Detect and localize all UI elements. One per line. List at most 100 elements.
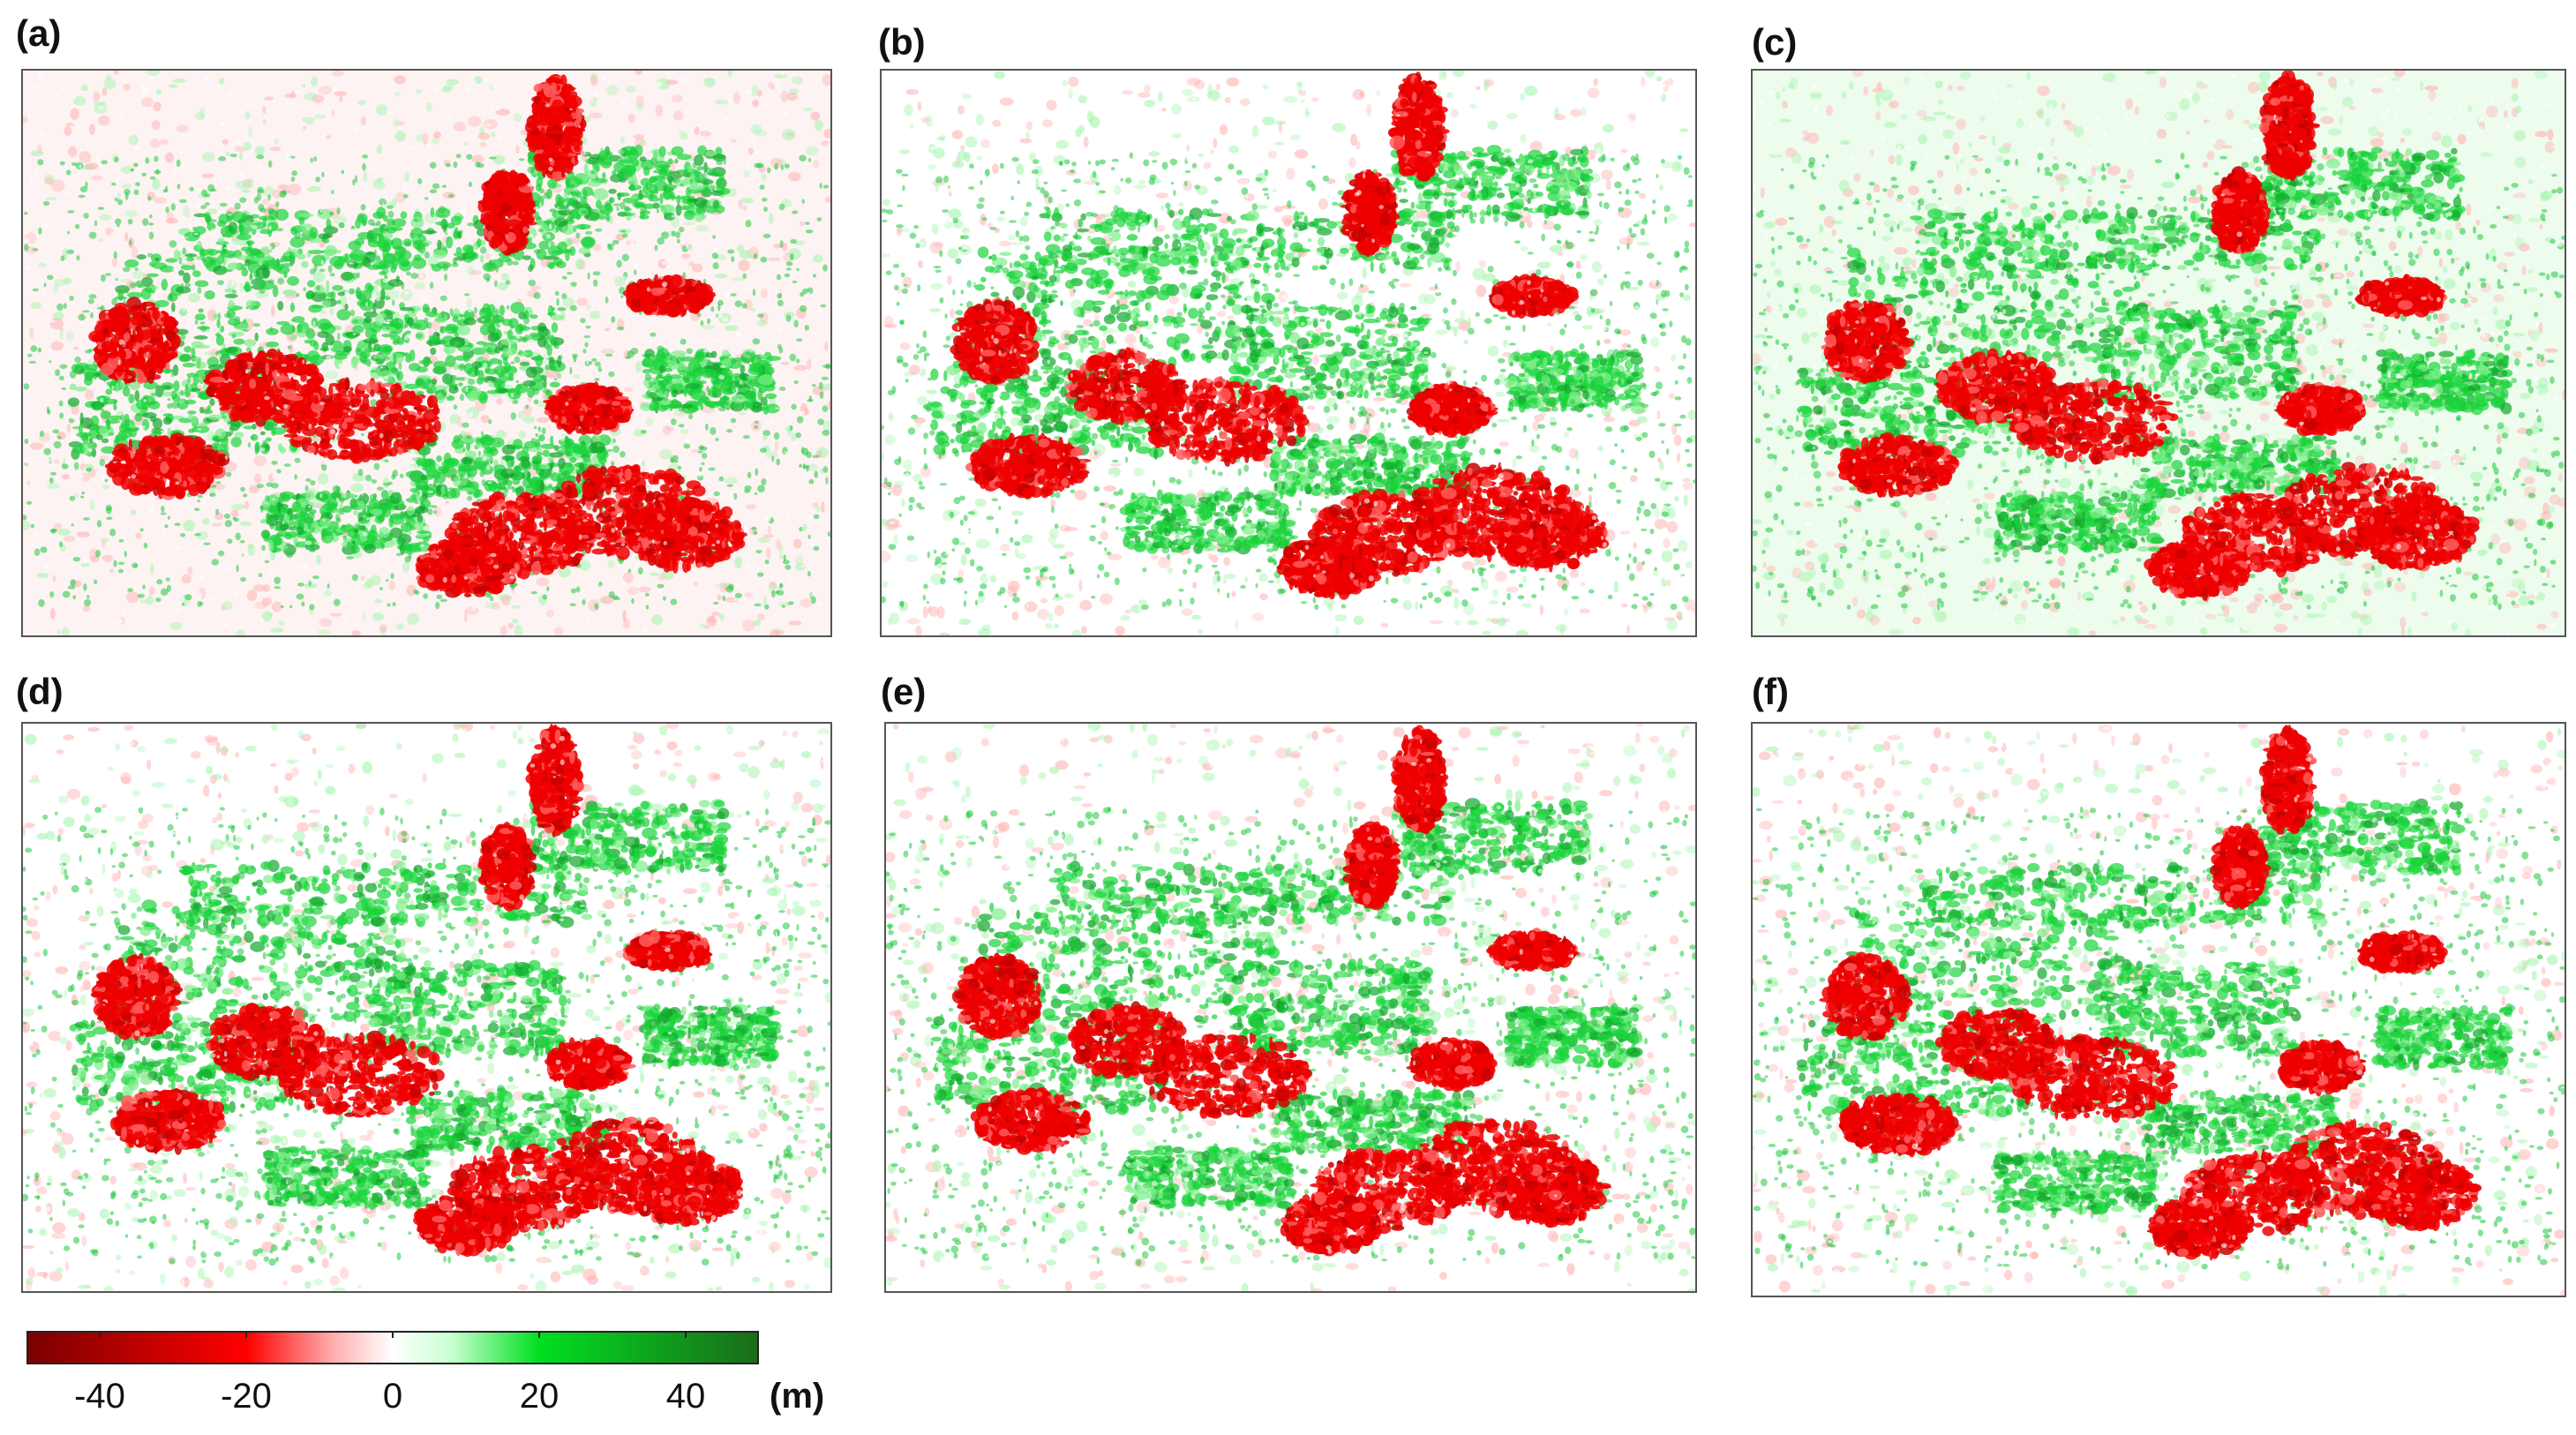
map-texture-speck: [540, 443, 557, 449]
map-texture-speck: [591, 215, 599, 222]
map-texture-speck: [497, 359, 503, 366]
map-texture-speck: [580, 224, 586, 230]
map-texture-speck: [400, 211, 408, 219]
map-texture-speck: [448, 193, 454, 199]
map-texture-speck: [695, 209, 705, 222]
map-texture-speck: [589, 361, 593, 365]
map-texture-speck: [459, 229, 463, 234]
map-texture-speck: [149, 214, 153, 219]
map-texture-speck: [423, 593, 429, 599]
map-texture-speck: [444, 273, 448, 282]
map-texture-speck: [599, 204, 613, 214]
map-texture-speck: [682, 376, 687, 380]
map-texture-speck: [518, 349, 523, 356]
map-texture-speck: [551, 322, 559, 334]
map-texture-speck: [522, 316, 530, 325]
map-texture-speck: [234, 432, 244, 439]
map-texture-speck: [806, 451, 812, 459]
map-texture-speck: [760, 256, 768, 263]
map-texture-speck: [785, 261, 793, 267]
map-texture-speck: [317, 319, 332, 331]
map-texture-speck: [725, 597, 739, 603]
map-texture-speck: [388, 252, 394, 261]
map-texture-speck: [244, 339, 257, 348]
map-texture-speck: [620, 451, 626, 458]
map-texture-speck: [743, 592, 754, 597]
map-texture-speck: [347, 541, 353, 549]
map-texture-speck: [821, 501, 825, 513]
map-texture-speck: [254, 290, 269, 299]
map-texture-speck: [801, 107, 814, 112]
map-texture-speck: [383, 296, 391, 301]
map-texture-speck: [465, 443, 471, 452]
map-texture-speck: [710, 306, 715, 312]
map-texture-speck: [705, 423, 709, 431]
map-texture-speck: [88, 547, 98, 560]
map-texture-speck: [546, 586, 550, 591]
map-texture-speck: [329, 307, 334, 316]
map-texture-speck: [340, 349, 346, 354]
map-texture-speck: [522, 404, 533, 417]
panel-label-c: (c): [1752, 21, 1797, 64]
map-texture-speck: [340, 271, 354, 281]
map-texture-speck: [86, 441, 97, 449]
map-texture-speck: [717, 594, 722, 601]
map-texture-speck: [135, 182, 140, 187]
map-texture-speck: [373, 284, 378, 291]
map-texture-speck: [529, 314, 538, 319]
map-texture-speck: [741, 620, 755, 632]
map-texture-speck: [148, 586, 155, 596]
map-texture-speck: [570, 282, 577, 287]
map-texture-speck: [314, 502, 323, 508]
map-texture-speck: [400, 306, 415, 312]
map-texture-speck: [365, 358, 372, 367]
map-texture-speck: [463, 141, 469, 147]
map-texture-speck: [415, 333, 423, 339]
map-texture-speck: [231, 289, 237, 294]
map-texture-speck: [773, 244, 782, 249]
map-texture-speck: [449, 413, 460, 425]
map-texture-speck: [267, 207, 274, 214]
map-texture-speck: [374, 357, 383, 365]
map-texture-speck: [69, 371, 77, 379]
map-texture-speck: [634, 269, 637, 275]
map-texture-speck: [580, 318, 586, 324]
map-texture-speck: [53, 440, 62, 449]
map-texture-speck: [575, 469, 582, 473]
map-texture-speck: [254, 146, 265, 156]
map-texture-speck: [317, 330, 329, 338]
map-texture-speck: [781, 605, 785, 608]
map-texture-speck: [387, 449, 393, 456]
map-texture-speck: [58, 400, 64, 407]
map-texture-speck: [264, 495, 270, 502]
map-texture-speck: [224, 520, 233, 528]
map-texture-speck: [124, 551, 127, 558]
map-texture-speck: [792, 538, 802, 549]
map-texture-speck: [316, 285, 321, 291]
map-texture-speck: [692, 406, 699, 411]
map-texture-speck: [609, 215, 613, 225]
map-texture-speck: [50, 179, 65, 192]
map-texture-speck: [171, 302, 176, 312]
map-texture-speck: [520, 324, 527, 330]
map-texture-speck: [458, 462, 468, 471]
map-texture-speck: [216, 319, 221, 328]
map-texture-speck: [677, 465, 682, 470]
map-texture-speck: [755, 468, 759, 477]
map-texture-speck: [777, 344, 782, 349]
map-texture-speck: [783, 554, 786, 562]
map-texture-speck: [84, 598, 92, 606]
map-texture-speck: [605, 214, 611, 221]
map-texture-speck: [704, 150, 717, 157]
map-texture-speck: [138, 284, 146, 289]
map-texture-speck: [356, 289, 359, 294]
map-texture-speck: [105, 504, 112, 512]
map-texture-speck: [239, 197, 247, 203]
map-texture-speck: [417, 427, 432, 435]
map-texture-speck: [805, 146, 819, 156]
map-texture-speck: [612, 169, 617, 177]
map-texture-speck: [344, 253, 349, 264]
map-texture-speck: [239, 540, 245, 544]
map-texture-speck: [93, 92, 101, 102]
map-texture-speck: [284, 251, 290, 257]
